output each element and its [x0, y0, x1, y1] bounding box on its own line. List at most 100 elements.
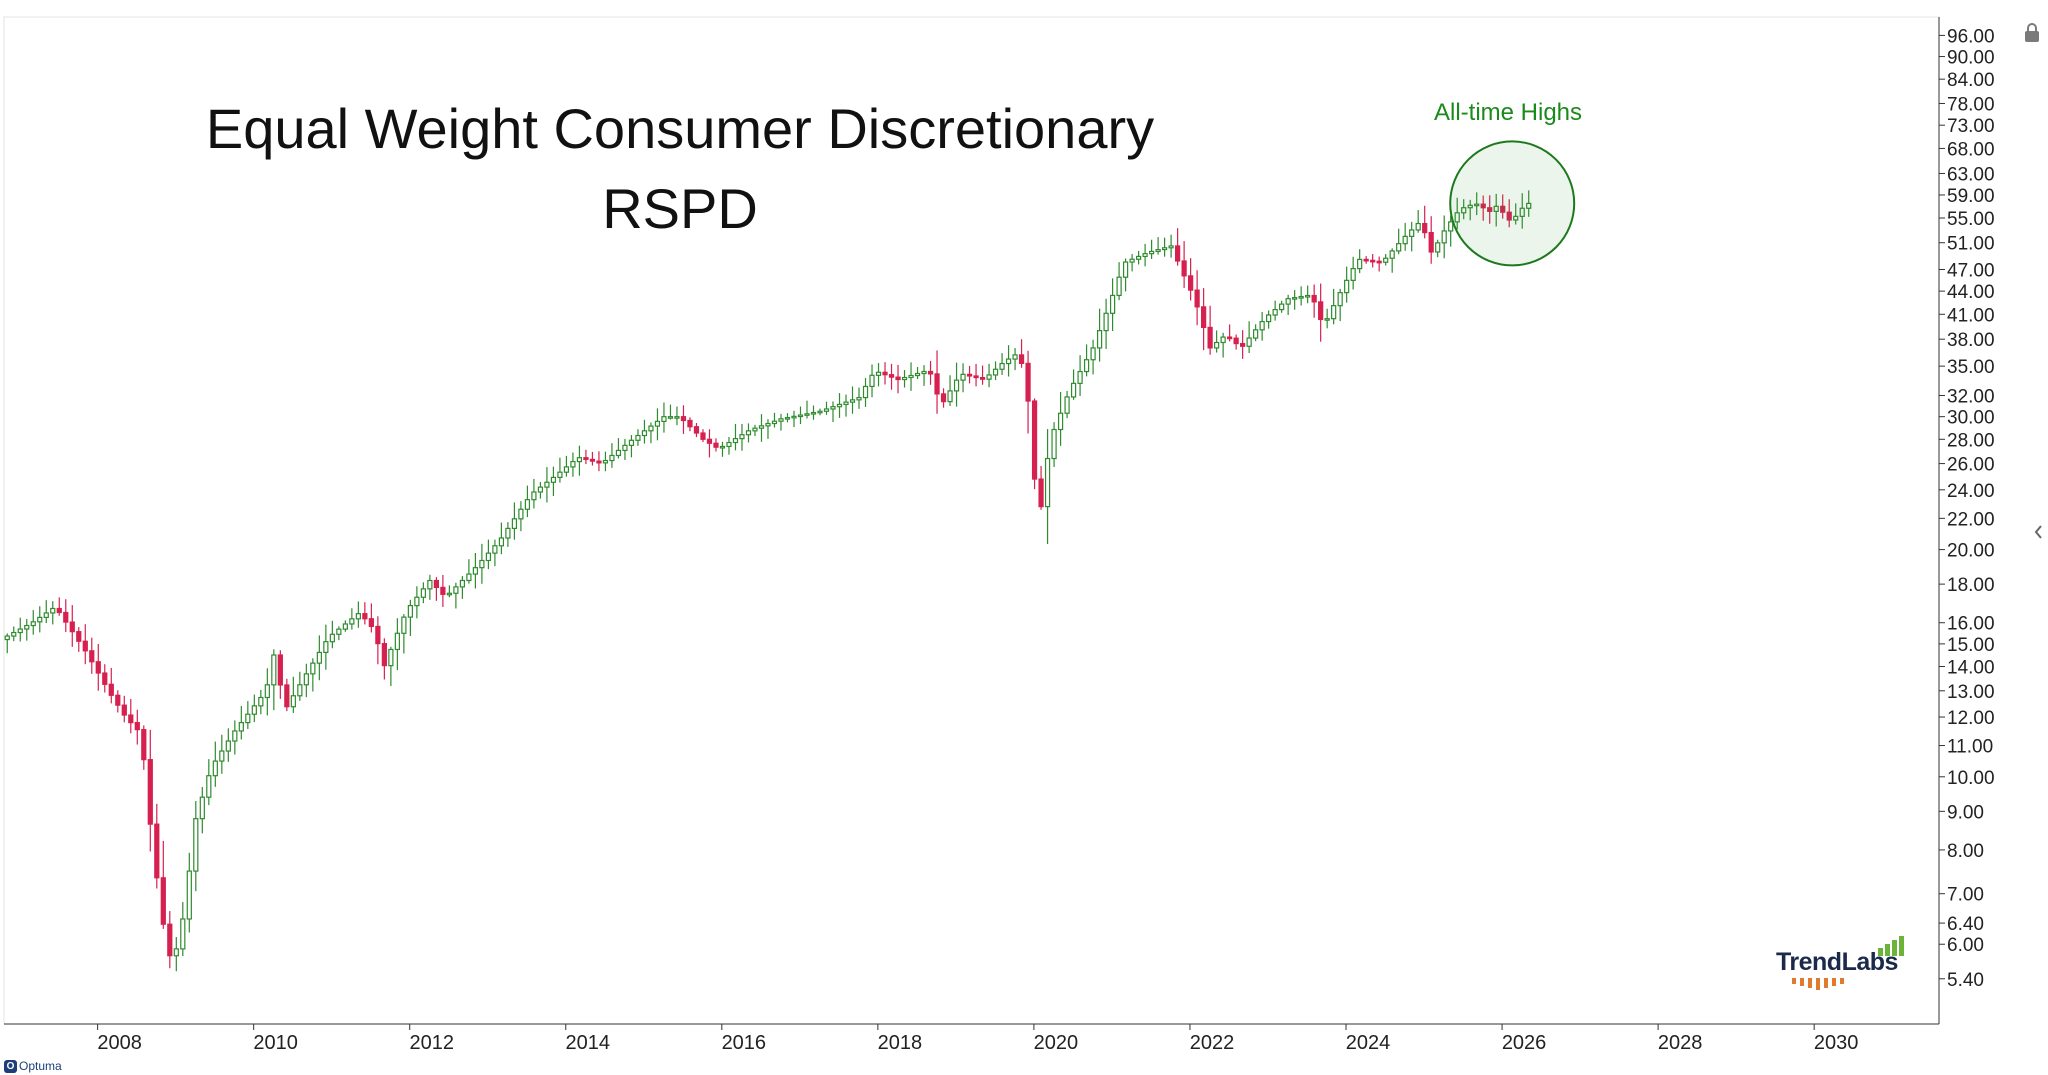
- trendlabs-logo-bars: [1792, 936, 1904, 990]
- y-tick-label: 6.00: [1947, 935, 1984, 956]
- candle-body: [914, 372, 921, 377]
- candle-body: [797, 414, 804, 418]
- candle-body: [1493, 205, 1499, 212]
- candle-body: [1370, 259, 1376, 263]
- candle-body: [277, 654, 283, 686]
- candle-body: [1077, 370, 1083, 384]
- candle-body: [1201, 306, 1207, 329]
- lock-icon[interactable]: [2022, 22, 2042, 44]
- candle-body: [1188, 275, 1194, 291]
- candle-body: [1135, 255, 1142, 260]
- candle-body: [1233, 337, 1239, 345]
- candle-body: [524, 499, 531, 510]
- candle-body: [1057, 412, 1064, 431]
- optuma-label: Optuma: [19, 1059, 62, 1073]
- candle-body: [1461, 207, 1467, 214]
- optuma-footer: O Optuma: [4, 1058, 62, 1074]
- candle-body: [654, 420, 661, 427]
- y-tick-label: 28.00: [1947, 430, 1995, 451]
- candle-body: [1357, 258, 1363, 270]
- candle-body: [251, 705, 257, 715]
- candle-body: [1396, 243, 1402, 252]
- candle-body: [498, 537, 505, 547]
- candle-body: [446, 592, 453, 596]
- y-tick-label: 41.00: [1947, 305, 1995, 326]
- candle-body: [518, 508, 524, 520]
- candle-body: [193, 818, 199, 872]
- candle-body: [375, 625, 381, 645]
- candle-body: [1441, 230, 1447, 244]
- candle-body: [186, 870, 192, 920]
- candle-body: [56, 607, 62, 614]
- candle-body: [602, 459, 609, 464]
- candle-body: [1038, 478, 1044, 508]
- y-tick-label: 12.00: [1947, 708, 1995, 729]
- candle-body: [1214, 341, 1220, 349]
- candle-body: [1044, 457, 1051, 508]
- x-tick-label: 2008: [97, 1032, 142, 1054]
- y-tick-label: 26.00: [1947, 455, 1995, 476]
- candle-body: [479, 559, 485, 569]
- candle-body: [336, 628, 342, 635]
- candle-body: [778, 418, 784, 422]
- candle-body: [115, 694, 121, 706]
- annotation-label: All-time Highs: [1434, 99, 1582, 126]
- candle-body: [472, 567, 479, 575]
- candle-body: [966, 373, 973, 377]
- candle-body: [1122, 261, 1129, 278]
- candle-body: [986, 374, 992, 380]
- candle-body: [713, 442, 719, 448]
- candle-body: [329, 633, 335, 643]
- y-tick-label: 9.00: [1947, 802, 1984, 823]
- candle-body: [947, 390, 953, 403]
- candle-body: [1422, 222, 1428, 234]
- candle-body: [69, 621, 75, 633]
- candle-body: [1142, 253, 1148, 258]
- candle-body: [147, 759, 153, 825]
- candle-body: [693, 426, 700, 434]
- candle-body: [232, 730, 238, 742]
- candle-body: [1318, 301, 1324, 321]
- candle-body: [24, 624, 30, 630]
- x-tick-label: 2022: [1190, 1032, 1235, 1054]
- candle-body: [453, 586, 459, 594]
- candle-body: [583, 457, 589, 461]
- x-tick-label: 2012: [409, 1032, 454, 1054]
- candle-body: [1285, 298, 1291, 305]
- y-tick-label: 59.00: [1947, 186, 1995, 207]
- candle-body: [290, 695, 296, 708]
- candle-body: [752, 427, 758, 432]
- candle-body: [628, 439, 635, 446]
- candle-body: [1428, 232, 1434, 253]
- chevron-left-icon[interactable]: [2032, 520, 2046, 544]
- candle-body: [1467, 204, 1473, 209]
- candle-body: [804, 413, 810, 416]
- y-tick-label: 24.00: [1947, 481, 1995, 502]
- candle-body: [50, 607, 56, 614]
- candle-body: [30, 621, 36, 627]
- candle-body: [1298, 295, 1304, 299]
- candle-body: [1409, 229, 1415, 237]
- candle-body: [1279, 303, 1285, 311]
- candle-body: [388, 648, 394, 667]
- candle-body: [953, 379, 960, 392]
- y-tick-label: 20.00: [1947, 541, 1995, 562]
- candle-body: [823, 408, 830, 412]
- candle-body: [1090, 347, 1096, 361]
- candle-body: [732, 438, 739, 444]
- candle-body: [1070, 382, 1077, 398]
- candle-body: [43, 612, 49, 618]
- y-tick-label: 47.00: [1947, 261, 1995, 282]
- candle-body: [1487, 207, 1493, 212]
- candle-body: [1025, 362, 1031, 402]
- candle-body: [355, 613, 361, 620]
- candle-body: [238, 722, 244, 732]
- candle-body: [648, 425, 654, 432]
- candle-body: [557, 471, 563, 479]
- candle-body: [1376, 260, 1382, 264]
- candle-body: [1012, 354, 1018, 360]
- plot-border: [3, 16, 1940, 1025]
- candle-body: [544, 481, 550, 488]
- candle-body: [1272, 308, 1278, 316]
- y-tick-label: 44.00: [1947, 282, 1995, 303]
